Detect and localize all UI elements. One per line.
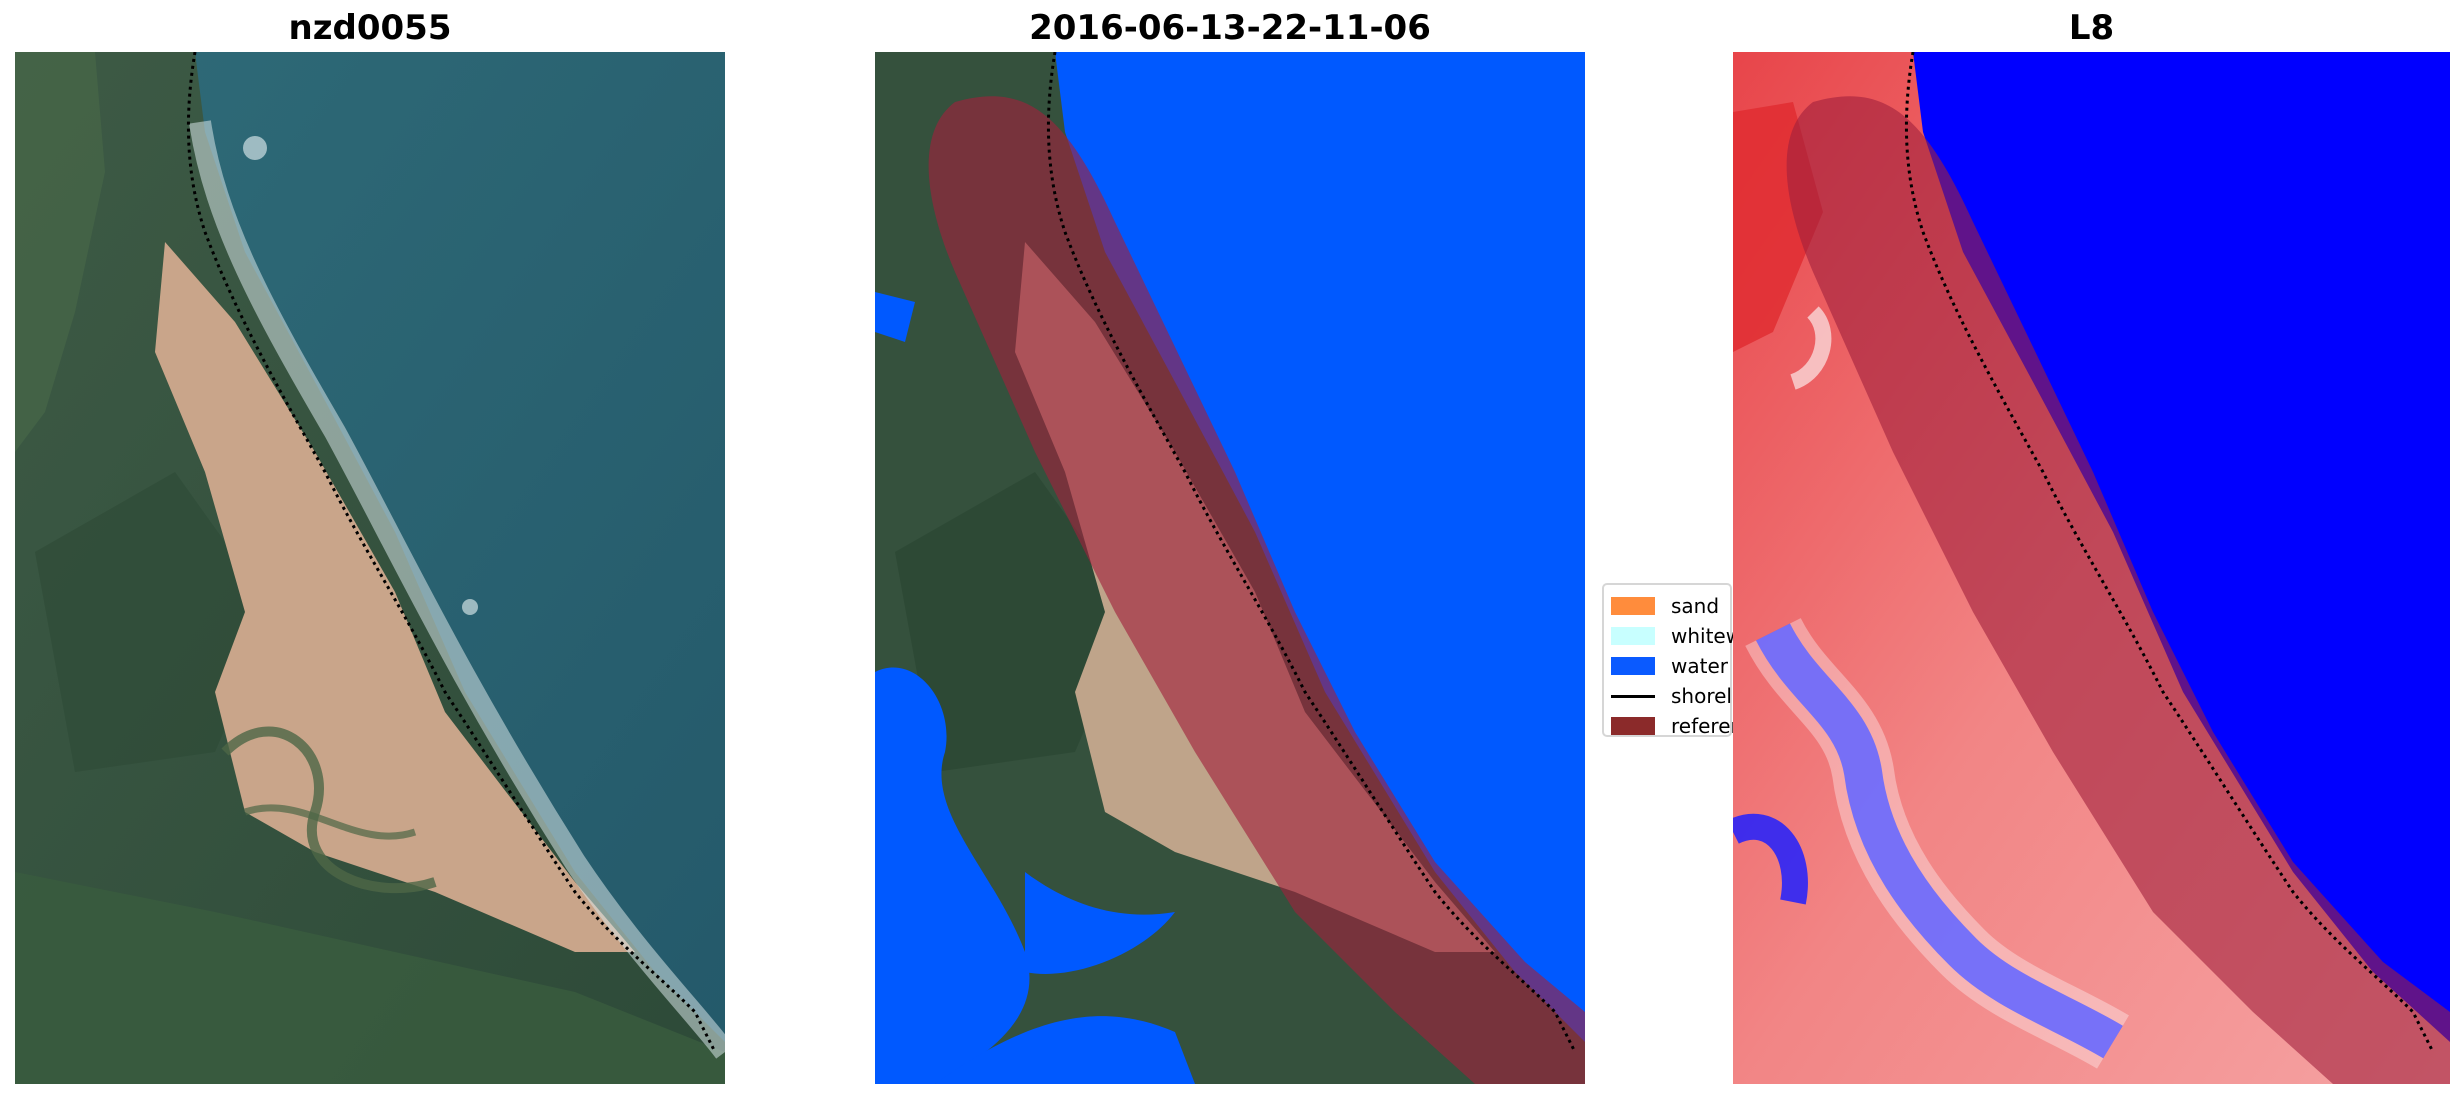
panel-title-classification: 2016-06-13-22-11-06 <box>1029 8 1431 48</box>
legend-item-whitewater: whitewater <box>1611 621 1783 651</box>
legend-label-sand: sand <box>1671 594 1720 618</box>
legend-item-shoreline: shoreline <box>1611 681 1763 711</box>
legend-item-water: water <box>1611 651 1730 681</box>
legend-item-sand: sand <box>1611 591 1730 621</box>
legend: sand whitewater water shoreline referenc… <box>1602 583 1930 738</box>
legend-label-water: water <box>1671 654 1728 678</box>
rgb-satellite-image <box>15 52 725 1084</box>
shoreline-line-swatch <box>1611 694 1655 698</box>
water-class-region <box>875 667 1030 1084</box>
index-image <box>1733 52 2450 1084</box>
rgb-image-panel <box>15 52 725 1084</box>
shoreline-trace-classification <box>1046 52 1577 1053</box>
reference-buffer-swatch <box>1611 717 1655 735</box>
legend-item-reference-buffer: reference shoreline buffer <box>1611 711 1930 741</box>
water-swatch <box>1611 657 1655 675</box>
classification-image <box>875 52 1585 1084</box>
panel-title-rgb: nzd0055 <box>288 8 452 48</box>
shoreline-trace-rgb <box>186 52 717 1053</box>
shoreline-trace-l8 <box>1904 52 2435 1053</box>
reference-buffer-region-l8 <box>1786 96 2450 1084</box>
whitewater-swatch <box>1611 627 1655 645</box>
classification-panel <box>875 52 1585 1084</box>
reference-buffer-region <box>928 96 1585 1084</box>
sand-swatch <box>1611 597 1655 615</box>
panel-title-index: L8 <box>2068 8 2115 48</box>
index-panel <box>1733 52 2450 1084</box>
